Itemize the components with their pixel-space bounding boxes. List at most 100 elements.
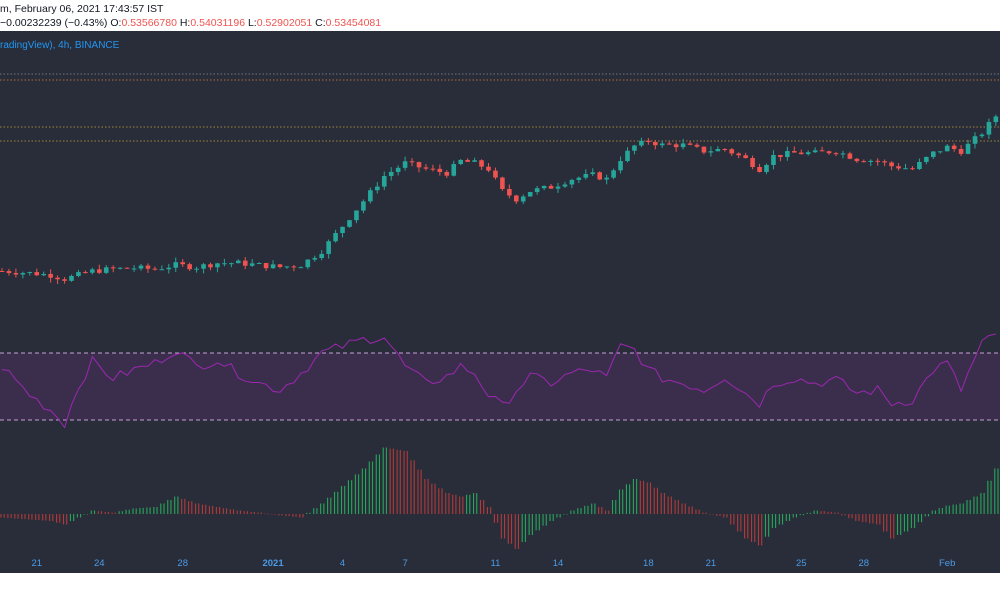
macd-bar — [698, 509, 700, 514]
macd-bar — [153, 507, 155, 514]
candle — [0, 271, 5, 272]
candle — [76, 272, 81, 276]
macd-bar — [497, 514, 499, 523]
macd-bar — [149, 507, 151, 514]
macd-bar — [7, 514, 9, 519]
macd-bar — [851, 514, 853, 519]
candle — [458, 159, 463, 165]
candle — [451, 164, 457, 176]
candle — [62, 279, 67, 281]
macd-bar — [788, 514, 791, 521]
macd-bar — [97, 511, 99, 514]
candle — [611, 170, 616, 178]
candle — [187, 264, 192, 270]
candle — [986, 122, 992, 135]
macd-bar — [973, 496, 975, 514]
macd-bar — [198, 503, 200, 514]
candle — [208, 264, 213, 268]
candle — [138, 265, 144, 269]
macd-bar — [378, 454, 380, 514]
candle — [110, 267, 116, 269]
candle — [173, 262, 179, 268]
macd-bar — [705, 512, 707, 514]
macd-bar — [299, 514, 301, 518]
macd-bar — [438, 488, 440, 514]
macd-bar — [309, 512, 311, 514]
macd-bar — [573, 510, 575, 514]
macd-bar — [740, 514, 742, 532]
candle — [83, 272, 88, 274]
candle — [924, 156, 929, 162]
macd-bar — [827, 511, 829, 514]
price-chart[interactable]: 21 24 28 2021 4 7 11 14 18 21 25 28 Feb — [0, 31, 1000, 573]
candle — [729, 149, 735, 154]
candle — [340, 226, 345, 234]
candle — [514, 195, 519, 202]
macd-bar — [191, 501, 193, 514]
macd-bar — [744, 514, 746, 539]
close-value: 0.53454081 — [325, 17, 382, 29]
candle — [354, 210, 359, 221]
candle — [388, 171, 394, 177]
macd-bar — [295, 514, 297, 517]
macd-bar — [813, 510, 815, 514]
macd-bar — [684, 503, 686, 514]
candle — [673, 144, 679, 148]
chart-area[interactable] — [0, 31, 1000, 573]
macd-bar — [917, 514, 919, 523]
macd-bar — [292, 514, 294, 517]
macd-bar — [931, 510, 933, 514]
candle — [305, 259, 311, 268]
candle — [242, 260, 248, 266]
candle — [840, 153, 846, 155]
macd-bar — [128, 509, 130, 514]
macd-bar — [486, 507, 488, 514]
macd-bar — [313, 508, 315, 514]
macd-bar — [782, 514, 784, 525]
candle — [541, 185, 547, 189]
open-label: O: — [110, 17, 122, 29]
macd-bar — [459, 496, 461, 514]
macd-bar — [448, 493, 450, 514]
candle — [896, 166, 901, 169]
macd-bar — [712, 514, 714, 515]
macd-bar — [702, 512, 704, 514]
macd-bar — [215, 507, 217, 514]
macd-bar — [455, 494, 457, 514]
candle — [778, 154, 783, 157]
macd-bar — [987, 480, 989, 514]
candle — [395, 167, 401, 172]
macd-bar — [510, 514, 513, 544]
header-ohlc: −0.00232239 (−0.43%) O:0.53566780 H:0.54… — [0, 17, 381, 29]
candle — [284, 266, 290, 268]
macd-bar — [663, 493, 665, 514]
candle — [639, 140, 644, 146]
candle — [194, 268, 199, 270]
macd-bar — [723, 514, 725, 518]
x-axis: 21 24 28 2021 4 7 11 14 18 21 25 28 Feb — [31, 558, 955, 569]
candle — [548, 185, 554, 189]
macd-bar — [955, 504, 957, 514]
candle — [653, 141, 658, 146]
macd-bar — [858, 514, 860, 521]
macd-bar — [959, 503, 961, 514]
macd-bar — [76, 514, 78, 518]
macd-bar — [768, 514, 770, 537]
macd-bar — [622, 489, 624, 514]
macd-bar — [302, 514, 304, 518]
macd-bar — [483, 500, 485, 514]
macd-bar — [118, 511, 120, 514]
macd-bar — [111, 512, 113, 514]
macd-bar — [121, 511, 123, 514]
rsi-band — [0, 353, 1000, 420]
rsi-line — [1, 333, 997, 429]
candle — [951, 145, 957, 150]
macd-bar — [719, 514, 721, 516]
macd-bar — [570, 510, 572, 514]
candle — [562, 184, 568, 187]
candle — [277, 264, 283, 268]
macd-bar — [441, 488, 443, 514]
macd-bar — [389, 448, 391, 514]
macd-bar — [830, 511, 832, 514]
candle — [972, 136, 978, 144]
